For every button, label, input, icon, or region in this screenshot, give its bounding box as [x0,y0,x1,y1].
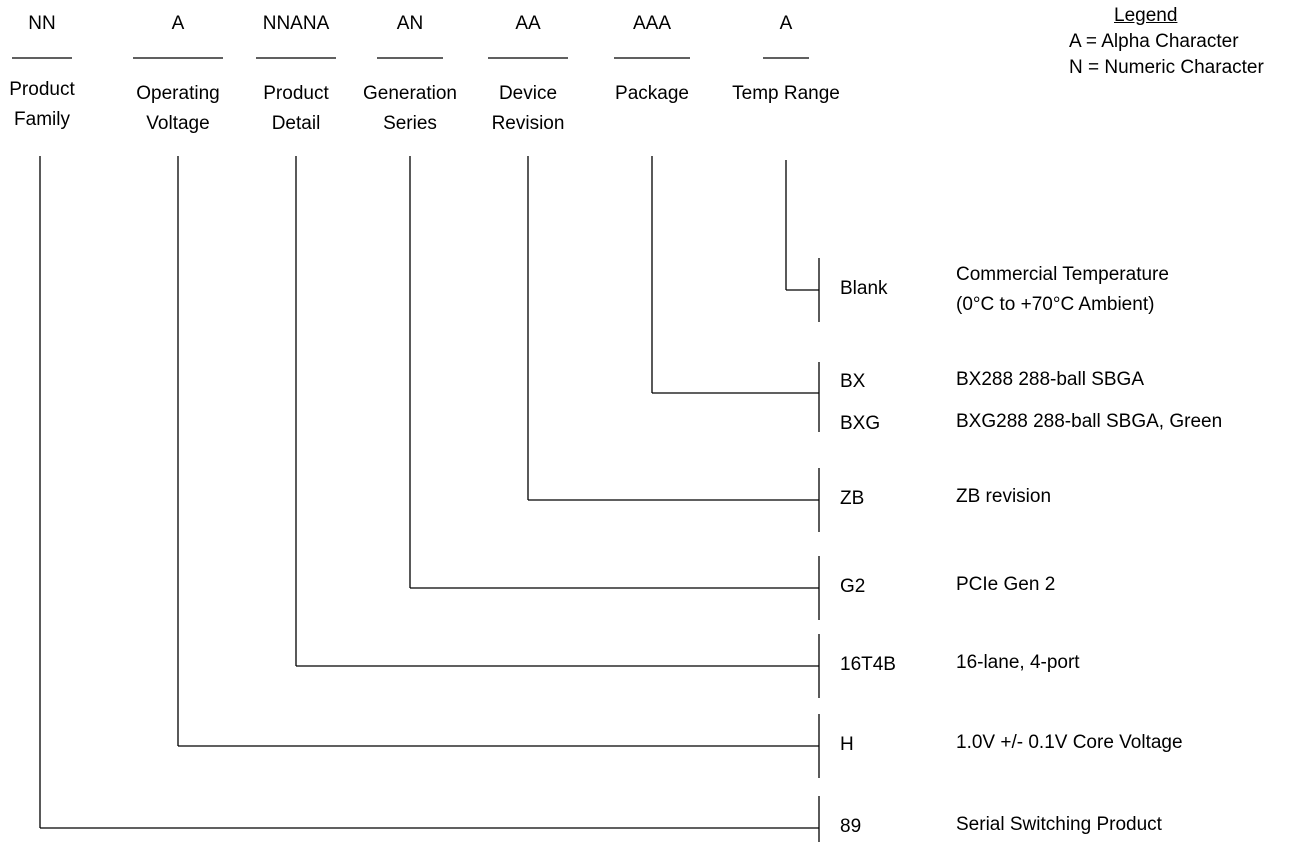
field-name: Product [9,79,75,100]
field-name: Detail [271,113,321,134]
field-name: Product [263,83,329,104]
option-code: H [840,734,854,755]
field-name: Revision [491,113,565,134]
option-code: ZB [840,488,865,509]
option-description: 16-lane, 4-port [956,652,1080,673]
legend-title: Legend [1114,5,1178,26]
legend-entry: A = Alpha Character [1069,31,1239,52]
field-name: Package [615,83,689,104]
field-format: A [171,13,185,34]
option-code: G2 [840,576,866,597]
option-description: ZB revision [956,486,1052,507]
field-name: Device [498,83,558,104]
field-format: NNANA [262,13,330,34]
option-code: 89 [840,816,862,837]
field-name: Voltage [146,113,210,134]
field-format: AAA [632,13,672,34]
option-description: BX288 288-ball SBGA [956,369,1145,390]
option-code: BX [840,371,866,392]
field-format: NN [28,13,56,34]
option-code: Blank [840,278,888,299]
field-format: AA [515,13,541,34]
field-format: AN [396,13,424,34]
field-name: Generation [362,83,458,104]
option-code: 16T4B [840,654,896,675]
legend-entry: N = Numeric Character [1069,57,1264,78]
field-format: A [779,13,793,34]
field-name: Family [14,109,70,130]
option-description: 1.0V +/- 0.1V Core Voltage [956,732,1183,753]
option-description: PCIe Gen 2 [956,574,1056,595]
field-name: Temp Range [732,83,840,104]
option-description: Serial Switching Product [956,814,1162,835]
option-code: BXG [840,413,881,434]
field-name: Operating [136,83,220,104]
option-description: Commercial Temperature [956,264,1169,285]
field-name: Series [383,113,437,134]
option-description: (0°C to +70°C Ambient) [956,294,1155,315]
option-description: BXG288 288-ball SBGA, Green [956,411,1223,432]
